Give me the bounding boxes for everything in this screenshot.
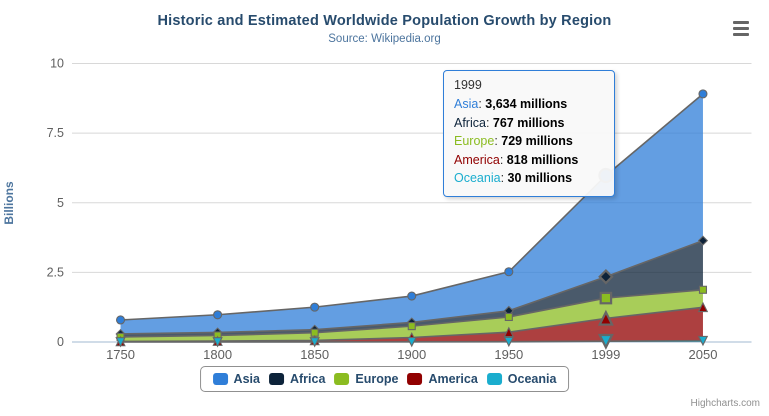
- chart-subtitle: Source: Wikipedia.org: [328, 33, 441, 45]
- legend-label: America: [428, 372, 478, 386]
- marker-africa-2050[interactable]: [697, 235, 709, 246]
- marker-oceania-1900[interactable]: [406, 336, 417, 348]
- legend: Asia Africa Europe America Oceania: [199, 366, 570, 392]
- yaxis-tick-label: 10: [50, 57, 64, 71]
- hamburger-menu-icon[interactable]: [733, 20, 750, 37]
- marker-oceania-1750[interactable]: [115, 337, 126, 348]
- chart-title: Historic and Estimated Worldwide Populat…: [157, 13, 612, 29]
- yaxis-tick-label: 5: [57, 196, 64, 210]
- marker-oceania-1999[interactable]: [597, 333, 614, 350]
- marker-europe-2050[interactable]: [698, 285, 708, 294]
- marker-oceania-1850[interactable]: [309, 337, 320, 348]
- xaxis-tick-label: 1850: [300, 347, 329, 362]
- yaxis-tick-label: 2.5: [47, 265, 64, 279]
- yaxis-tick-label: 0: [57, 335, 64, 349]
- marker-africa-1999[interactable]: [598, 268, 614, 285]
- legend-item-europe[interactable]: Europe: [334, 372, 398, 386]
- xaxis-tick-label: 1800: [203, 347, 232, 362]
- marker-europe-1900[interactable]: [407, 322, 416, 331]
- marker-oceania-2050[interactable]: [697, 335, 709, 347]
- legend-label: Asia: [233, 372, 260, 386]
- xaxis-tick-label: 1750: [106, 347, 135, 362]
- legend-label: Oceania: [507, 372, 557, 386]
- marker-asia-2050[interactable]: [698, 89, 708, 99]
- marker-america-1950[interactable]: [503, 326, 515, 338]
- series-area-america[interactable]: [120, 307, 703, 342]
- marker-oceania-1950[interactable]: [503, 336, 515, 348]
- series-area-asia[interactable]: [120, 93, 703, 334]
- marker-asia-1950[interactable]: [504, 267, 514, 277]
- marker-asia-1850[interactable]: [310, 302, 320, 312]
- legend-swatch-icon: [407, 373, 423, 385]
- marker-asia-1800[interactable]: [213, 310, 223, 320]
- legend-swatch-icon: [334, 373, 350, 385]
- legend-item-america[interactable]: America: [407, 372, 478, 386]
- marker-europe-1999[interactable]: [599, 291, 613, 305]
- legend-label: Africa: [289, 372, 326, 386]
- legend-swatch-icon: [212, 373, 228, 385]
- marker-america-2050[interactable]: [697, 301, 709, 313]
- legend-label: Europe: [355, 372, 399, 386]
- legend-item-africa[interactable]: Africa: [268, 372, 326, 386]
- series-area-africa[interactable]: [120, 240, 703, 337]
- credits-link[interactable]: Highcharts.com: [690, 398, 760, 409]
- marker-asia-1900[interactable]: [407, 291, 417, 301]
- marker-asia-1999[interactable]: [598, 167, 614, 184]
- xaxis-tick-label: 1950: [494, 347, 523, 362]
- yaxis-tick-label: 7.5: [47, 126, 64, 140]
- legend-swatch-icon: [268, 373, 284, 385]
- xaxis-tick-label: 2050: [689, 347, 718, 362]
- marker-asia-1750[interactable]: [115, 315, 126, 325]
- legend-item-oceania[interactable]: Oceania: [486, 372, 557, 386]
- marker-america-1999[interactable]: [597, 309, 614, 326]
- marker-europe-1950[interactable]: [504, 312, 513, 322]
- legend-swatch-icon: [486, 373, 502, 385]
- xaxis-tick-label: 1999: [591, 347, 620, 362]
- legend-item-asia[interactable]: Asia: [212, 372, 260, 386]
- xaxis-tick-label: 1900: [397, 347, 426, 362]
- marker-oceania-1800[interactable]: [212, 337, 223, 348]
